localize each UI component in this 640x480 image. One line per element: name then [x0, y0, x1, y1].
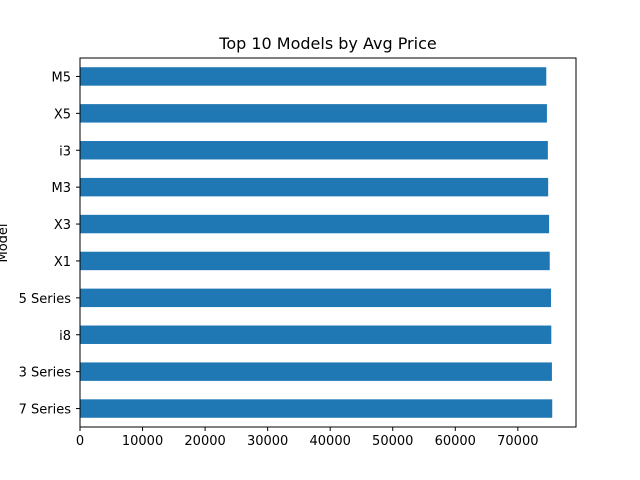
bar-i8 [80, 325, 552, 344]
chart-title: Top 10 Models by Avg Price [218, 34, 436, 53]
bar-i3 [80, 141, 548, 160]
x-tick-label: 0 [76, 434, 84, 449]
y-axis-label: Model [0, 223, 11, 262]
bar-5-series [80, 288, 551, 308]
bar-m5 [80, 67, 547, 86]
bars-group [80, 67, 553, 418]
y-tick-label: X5 [54, 107, 71, 122]
y-tick-label: M3 [52, 181, 72, 196]
x-tick-label: 20000 [184, 434, 225, 449]
x-tick-label: 10000 [122, 434, 163, 449]
y-tick-label: 5 Series [19, 292, 72, 307]
y-tick-label: i3 [59, 144, 71, 159]
x-tick-label: 40000 [310, 434, 351, 449]
x-tick-label: 70000 [497, 434, 538, 449]
bar-m3 [80, 177, 549, 197]
y-tick-label: 7 Series [19, 403, 72, 418]
y-tick-label: 3 Series [19, 366, 72, 381]
y-axis-ticks: M5 X5 i3 M3 X3 X1 5 Series i8 3 Series 7 Series [19, 70, 80, 418]
y-tick-label: M5 [52, 70, 72, 85]
y-tick-label: X3 [54, 218, 71, 233]
y-tick-label: X1 [54, 255, 71, 270]
x-axis-ticks: 0 10000 20000 30000 40000 50000 60000 70000 [76, 427, 539, 449]
bar-x1 [80, 251, 550, 271]
y-tick-label: i8 [59, 329, 71, 344]
x-tick-label: 30000 [247, 434, 288, 449]
x-tick-label: 50000 [372, 434, 413, 449]
bar-7-series [80, 399, 553, 418]
plot-area-frame [79, 57, 577, 428]
bar-x3 [80, 214, 550, 234]
x-tick-label: 60000 [435, 434, 476, 449]
bar-x5 [80, 104, 547, 123]
bar-3-series [80, 362, 552, 381]
